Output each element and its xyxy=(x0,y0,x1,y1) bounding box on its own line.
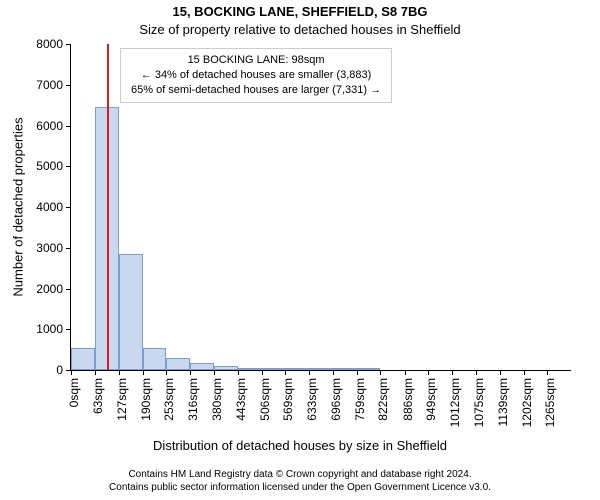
x-tick-label: 822sqm xyxy=(376,378,390,421)
x-tick-label: 633sqm xyxy=(305,378,319,421)
y-tick xyxy=(66,329,71,330)
footer-attribution: Contains HM Land Registry data © Crown c… xyxy=(0,468,600,494)
histogram-bar xyxy=(285,368,309,370)
histogram-bar xyxy=(143,348,167,370)
x-tick-label: 506sqm xyxy=(258,378,272,421)
x-tick-label: 1202sqm xyxy=(520,378,534,427)
x-tick xyxy=(357,370,358,375)
x-tick xyxy=(95,370,96,375)
x-tick-label: 949sqm xyxy=(424,378,438,421)
x-tick xyxy=(500,370,501,375)
x-tick xyxy=(285,370,286,375)
x-tick xyxy=(547,370,548,375)
histogram-bar xyxy=(238,368,262,370)
x-tick-label: 1139sqm xyxy=(496,378,510,426)
x-axis-label: Distribution of detached houses by size … xyxy=(0,438,600,453)
title-line-2: Size of property relative to detached ho… xyxy=(0,22,600,37)
x-tick xyxy=(262,370,263,375)
x-tick xyxy=(405,370,406,375)
x-tick-label: 696sqm xyxy=(329,378,343,421)
y-tick-label: 4000 xyxy=(36,200,63,214)
x-tick-label: 886sqm xyxy=(401,378,415,421)
y-tick-label: 5000 xyxy=(36,159,63,173)
x-tick-label: 253sqm xyxy=(162,378,176,421)
histogram-bar xyxy=(190,363,214,370)
histogram-bar xyxy=(119,254,143,370)
y-tick xyxy=(66,289,71,290)
y-tick-label: 2000 xyxy=(36,282,63,296)
annotation-line-3: 65% of semi-detached houses are larger (… xyxy=(131,83,381,98)
x-tick-label: 1265sqm xyxy=(543,378,557,427)
x-tick-label: 316sqm xyxy=(186,378,200,421)
x-tick-label: 63sqm xyxy=(91,378,105,414)
x-tick-label: 190sqm xyxy=(139,378,153,421)
y-tick xyxy=(66,166,71,167)
footer-line-1: Contains HM Land Registry data © Crown c… xyxy=(0,468,600,481)
x-tick-label: 1075sqm xyxy=(472,378,486,427)
histogram-bar xyxy=(309,368,333,370)
chart-container: 15, BOCKING LANE, SHEFFIELD, S8 7BG Size… xyxy=(0,0,600,500)
footer-line-2: Contains public sector information licen… xyxy=(0,481,600,494)
histogram-bar xyxy=(214,366,238,370)
y-tick xyxy=(66,44,71,45)
histogram-bar xyxy=(71,348,95,370)
x-tick xyxy=(119,370,120,375)
x-tick xyxy=(452,370,453,375)
x-tick xyxy=(524,370,525,375)
x-tick xyxy=(309,370,310,375)
histogram-bar xyxy=(262,368,286,370)
x-tick xyxy=(214,370,215,375)
histogram-bar xyxy=(357,368,381,370)
x-tick xyxy=(143,370,144,375)
histogram-bar xyxy=(166,358,190,370)
x-tick-label: 380sqm xyxy=(210,378,224,421)
y-tick-label: 0 xyxy=(56,363,63,377)
annotation-line-2: ← 34% of detached houses are smaller (3,… xyxy=(131,68,381,83)
x-tick-label: 759sqm xyxy=(353,378,367,421)
x-tick xyxy=(166,370,167,375)
property-marker-line xyxy=(107,44,109,370)
x-tick xyxy=(380,370,381,375)
x-tick-label: 443sqm xyxy=(234,378,248,421)
x-tick-label: 0sqm xyxy=(67,378,81,407)
y-tick-label: 3000 xyxy=(36,241,63,255)
annotation-line-1: 15 BOCKING LANE: 98sqm xyxy=(131,53,381,68)
y-tick-label: 1000 xyxy=(36,322,63,336)
title-line-1: 15, BOCKING LANE, SHEFFIELD, S8 7BG xyxy=(0,4,600,19)
x-tick-label: 127sqm xyxy=(115,378,129,421)
y-tick-label: 8000 xyxy=(36,37,63,51)
x-tick-label: 569sqm xyxy=(281,378,295,421)
x-tick xyxy=(71,370,72,375)
histogram-bar xyxy=(333,368,357,370)
annotation-box: 15 BOCKING LANE: 98sqm ← 34% of detached… xyxy=(120,48,392,103)
y-tick xyxy=(66,207,71,208)
y-tick xyxy=(66,85,71,86)
x-tick xyxy=(476,370,477,375)
x-tick xyxy=(238,370,239,375)
x-tick xyxy=(190,370,191,375)
y-tick-label: 6000 xyxy=(36,119,63,133)
y-axis-label: Number of detached properties xyxy=(11,117,26,296)
y-tick xyxy=(66,248,71,249)
x-tick xyxy=(428,370,429,375)
x-tick xyxy=(333,370,334,375)
x-tick-label: 1012sqm xyxy=(448,378,462,427)
y-tick-label: 7000 xyxy=(36,78,63,92)
y-tick xyxy=(66,126,71,127)
